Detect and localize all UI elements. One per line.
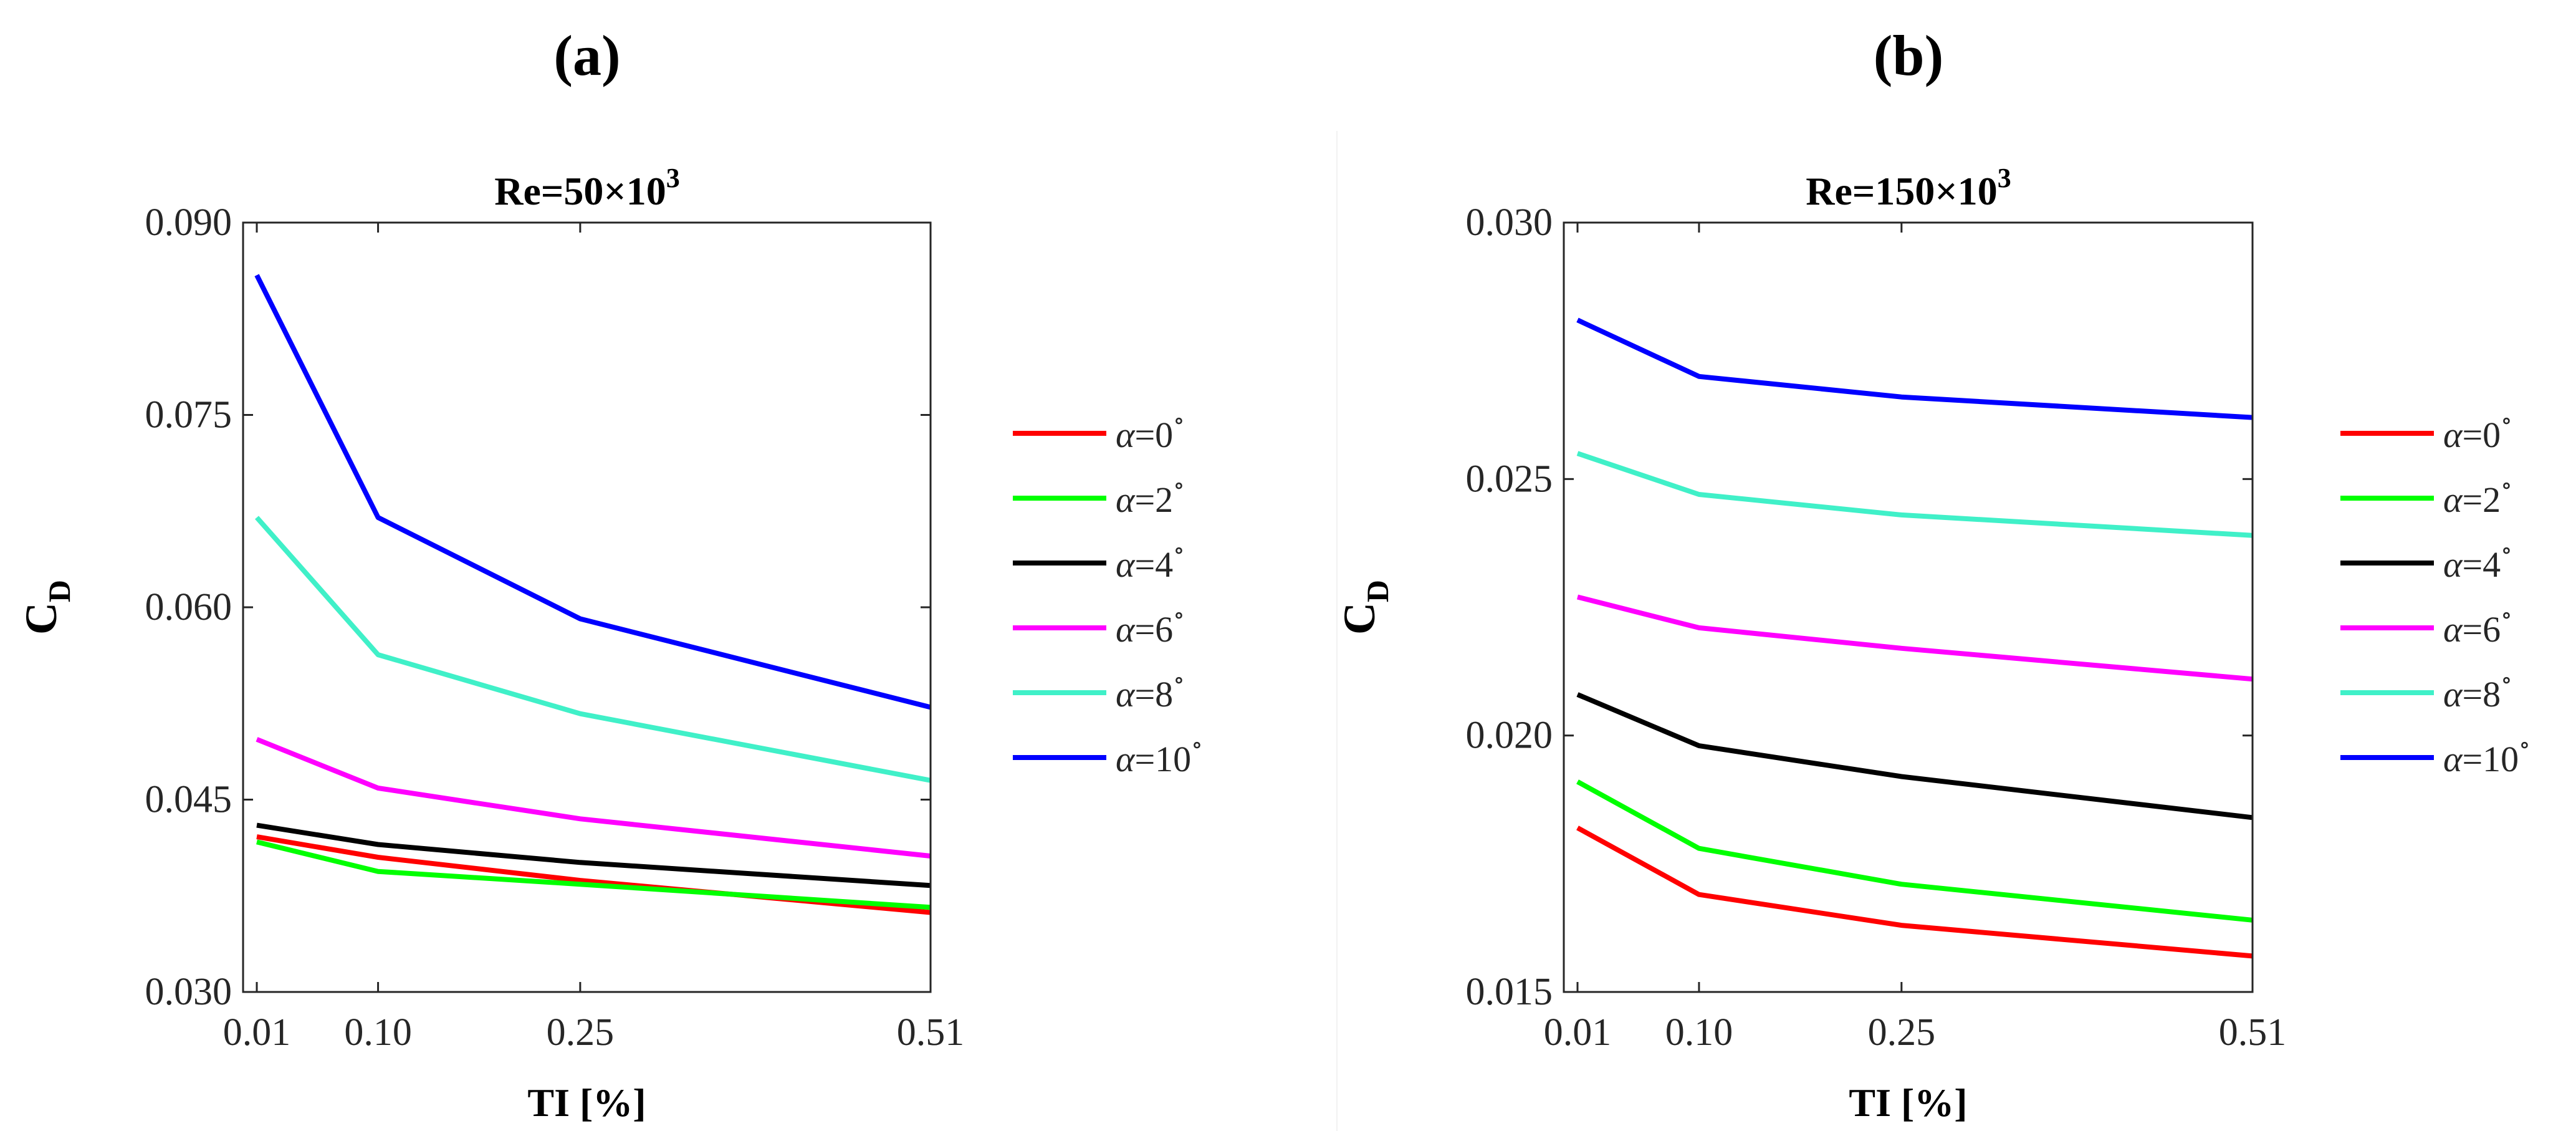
axes-box xyxy=(1563,221,2254,993)
legend-degree-superscript: ∘ xyxy=(2501,473,2512,499)
x-axis-label: TI [%] xyxy=(1849,1080,1967,1125)
series-line-6deg xyxy=(1577,594,2253,682)
legend-degree-superscript: ∘ xyxy=(2501,408,2512,434)
y-tick-label: 0.060 xyxy=(145,586,232,628)
y-tick-label: 0.030 xyxy=(145,971,232,1013)
x-tick-label: 0.51 xyxy=(2219,1011,2287,1054)
legend: α=0∘α=2∘α=4∘α=6∘α=8∘α=10∘ xyxy=(1013,408,1203,779)
y-tick-label: 0.025 xyxy=(1466,458,1553,500)
legend-degree-superscript: ∘ xyxy=(2501,537,2512,564)
legend-label: α=10∘ xyxy=(2443,732,2531,779)
x-tick-label: 0.01 xyxy=(1544,1011,1612,1054)
legend-degree-superscript: ∘ xyxy=(1173,408,1185,434)
panel-label: (a) xyxy=(553,24,620,87)
x-tick-label: 0.10 xyxy=(1665,1011,1733,1054)
y-tick-label: 0.015 xyxy=(1466,971,1553,1013)
y-axis-label-subscript: D xyxy=(1360,580,1395,602)
series-line-6deg xyxy=(256,737,931,859)
legend-degree-superscript: ∘ xyxy=(1173,537,1185,564)
series-line-2deg xyxy=(256,839,931,910)
legend-degree-superscript: ∘ xyxy=(2519,732,2531,758)
x-tick-label: 0.51 xyxy=(897,1011,965,1054)
y-axis-label-subscript: D xyxy=(42,580,77,602)
chart-title-superscript: 3 xyxy=(1998,163,2011,193)
series-line-10deg xyxy=(1576,317,2253,420)
y-tick-label: 0.020 xyxy=(1466,715,1553,757)
legend-degree-superscript: ∘ xyxy=(2501,602,2512,628)
chart-title: Re=150×103 xyxy=(1806,163,2011,213)
legend-degree-superscript: ∘ xyxy=(1191,732,1203,758)
plot-area xyxy=(1564,223,2253,992)
series-line-10deg xyxy=(254,274,931,710)
series-line-2deg xyxy=(1576,779,2253,923)
x-tick-label: 0.25 xyxy=(1868,1011,1936,1054)
chart-title-superscript: 3 xyxy=(666,163,680,193)
y-tick-label: 0.075 xyxy=(145,394,232,436)
legend-label: α=10∘ xyxy=(1116,732,1203,779)
legend-degree-superscript: ∘ xyxy=(1173,667,1185,693)
series-line-8deg xyxy=(255,516,931,783)
legend-label: α=4∘ xyxy=(2443,537,2512,585)
legend-degree-superscript: ∘ xyxy=(1173,473,1185,499)
legend: α=0∘α=2∘α=4∘α=6∘α=8∘α=10∘ xyxy=(2340,408,2531,779)
chart-title: Re=50×103 xyxy=(494,163,680,213)
series-line-0deg xyxy=(1576,825,2253,959)
y-tick-label: 0.090 xyxy=(145,201,232,244)
x-axis-label: TI [%] xyxy=(527,1080,646,1125)
panel-b: (b) Re=150×103 0.015 0.020 0.025 0.030 0.01 0.1… xyxy=(1334,24,2531,1125)
series-line-8deg xyxy=(1576,451,2253,538)
panel-label: (b) xyxy=(1874,24,1943,87)
panel-a: (a) Re=50×103 0.030 0.045 0.060 0.075 0.090 0.0… xyxy=(16,24,1203,1125)
series-line-4deg xyxy=(256,822,931,888)
series-line-4deg xyxy=(1576,692,2253,821)
x-tick-label: 0.25 xyxy=(547,1011,615,1054)
x-tick-label: 0.01 xyxy=(223,1011,291,1054)
legend-degree-superscript: ∘ xyxy=(2501,667,2512,693)
legend-label: α=4∘ xyxy=(1116,537,1185,585)
x-tick-label: 0.10 xyxy=(344,1011,412,1054)
legend-degree-superscript: ∘ xyxy=(1173,602,1185,628)
legend-label: α=2∘ xyxy=(1116,473,1185,520)
y-tick-label: 0.045 xyxy=(145,779,232,821)
y-tick-label: 0.030 xyxy=(1466,201,1553,244)
